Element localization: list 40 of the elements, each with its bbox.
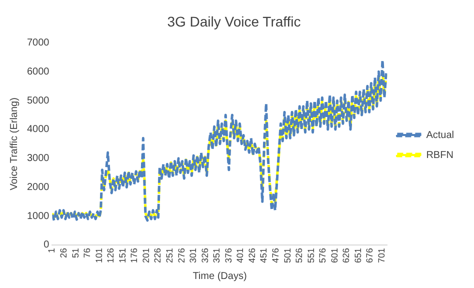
y-tick-label: 7000 [26, 38, 50, 49]
y-tick-label: 1000 [26, 210, 50, 222]
y-tick-label: 4000 [26, 124, 50, 136]
x-axis-title: Time (Days) [192, 270, 247, 282]
x-tick-label: 251 [164, 248, 175, 264]
x-tick-label: 26 [58, 248, 69, 258]
x-tick-label: 401 [235, 248, 246, 264]
x-tick-label: 151 [117, 248, 128, 264]
x-tick-label: 276 [176, 248, 186, 264]
y-tick-label: 6000 [26, 66, 50, 78]
x-tick-label: 676 [364, 248, 375, 264]
chart-title: 3G Daily Voice Traffic [167, 13, 301, 30]
x-tick-label: 126 [106, 248, 116, 264]
x-tick-label: 201 [140, 248, 151, 264]
x-tick-label: 451 [258, 248, 269, 264]
x-tick-label: 226 [152, 248, 163, 264]
x-tick-label: 526 [294, 248, 304, 264]
x-tick-label: 576 [318, 248, 328, 264]
x-tick-label: 76 [82, 248, 92, 258]
x-tick-label: 551 [306, 248, 316, 264]
x-tick-label: 501 [282, 248, 292, 264]
legend-label: Actual [426, 130, 454, 141]
x-tick-label: 651 [352, 248, 363, 264]
x-tick-label: 176 [129, 248, 140, 264]
y-tick-label: 5000 [26, 95, 50, 106]
y-tick-label: 3000 [26, 153, 50, 164]
y-tick-label: 2000 [26, 182, 50, 193]
x-tick-label: 626 [341, 248, 352, 264]
x-tick-label: 701 [376, 248, 387, 264]
x-tick-label: 101 [94, 248, 104, 264]
x-tick-label: 476 [270, 248, 281, 264]
x-tick-label: 301 [188, 248, 198, 264]
x-tick-label: 426 [246, 248, 257, 264]
x-tick-label: 351 [212, 248, 222, 264]
x-tick-label: 376 [223, 248, 234, 264]
legend-label: RBFN [426, 150, 454, 161]
y-axis-title: Voice Traffic (Erlang) [8, 98, 20, 190]
x-tick-label: 51 [70, 248, 80, 258]
x-tick-label: 601 [329, 248, 340, 264]
x-tick-label: 326 [200, 248, 210, 264]
